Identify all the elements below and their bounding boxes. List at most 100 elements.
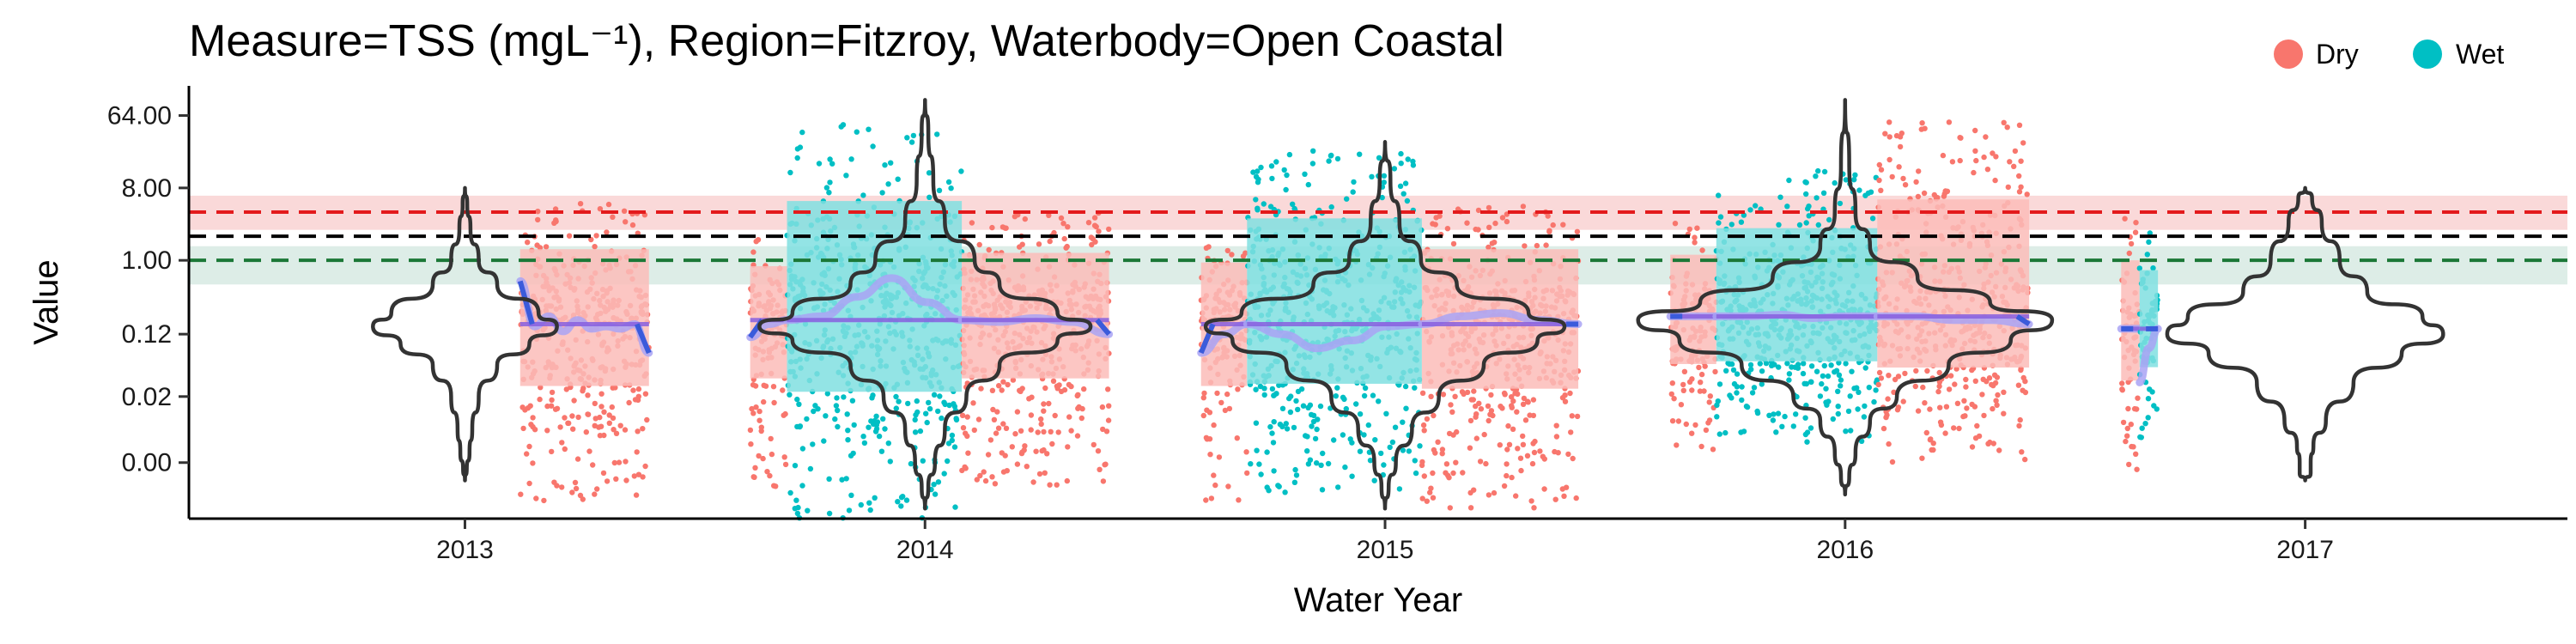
data-point — [1546, 228, 1552, 234]
data-point — [1477, 459, 1484, 465]
data-point — [1236, 497, 1242, 503]
data-point — [1292, 466, 1298, 473]
data-point — [1509, 394, 1515, 400]
data-point — [518, 491, 524, 497]
data-point — [2119, 386, 2125, 392]
data-point — [936, 187, 943, 193]
data-point — [1279, 405, 1286, 411]
data-point — [1843, 428, 1849, 434]
data-point — [1984, 167, 1991, 173]
data-point — [1916, 168, 1922, 174]
data-point — [1009, 444, 1016, 450]
data-point — [2122, 216, 2128, 222]
data-point — [1942, 430, 1948, 436]
data-point — [1216, 454, 1223, 460]
data-point — [1858, 438, 1865, 444]
data-point — [1815, 167, 1821, 174]
data-point — [1680, 381, 1686, 388]
data-point — [1902, 182, 1909, 188]
data-point — [2145, 415, 2151, 421]
data-point — [826, 190, 832, 196]
data-point — [1805, 205, 1811, 212]
data-point — [1421, 428, 1427, 434]
data-point — [1444, 226, 1451, 232]
data-point — [1342, 464, 1348, 471]
data-point — [873, 426, 880, 432]
data-point — [1784, 204, 1790, 210]
data-point — [1969, 444, 1976, 450]
data-point — [1253, 420, 1260, 426]
data-point — [592, 416, 598, 422]
data-point — [799, 483, 805, 489]
data-point — [565, 420, 571, 426]
data-point — [1832, 179, 1838, 186]
data-point — [999, 387, 1005, 393]
data-point — [1435, 439, 1441, 445]
legend-item-wet[interactable]: Wet — [2413, 39, 2504, 70]
data-point — [758, 428, 764, 434]
data-point — [1047, 482, 1053, 488]
data-point — [1843, 361, 1849, 367]
data-point — [1897, 143, 1904, 150]
data-point — [945, 179, 952, 185]
data-point — [1928, 436, 1934, 442]
data-point — [1694, 225, 1700, 231]
data-point — [1969, 401, 1975, 408]
data-point — [1214, 390, 1220, 397]
data-point — [1340, 432, 1346, 438]
data-point — [1814, 368, 1820, 374]
data-point — [609, 404, 615, 410]
data-point — [1389, 439, 1396, 446]
data-point — [910, 132, 917, 139]
data-point — [1896, 164, 1902, 170]
data-point — [1485, 403, 1492, 410]
data-point — [1250, 169, 1256, 175]
data-point — [1017, 244, 1023, 250]
data-point — [1889, 459, 1896, 465]
data-point — [1074, 433, 1081, 439]
data-point — [1424, 498, 1431, 504]
season-band — [2121, 260, 2140, 381]
data-point — [1312, 435, 1319, 442]
data-point — [525, 240, 531, 246]
data-point — [1398, 161, 1404, 167]
data-point — [1520, 204, 1527, 210]
data-point — [1730, 367, 1737, 374]
data-point — [1520, 433, 1526, 440]
data-point — [1940, 152, 1947, 159]
data-point — [1400, 191, 1406, 197]
data-point — [1912, 383, 1918, 390]
data-point — [1902, 370, 1908, 377]
legend-item-dry[interactable]: Dry — [2274, 39, 2359, 70]
data-point — [1291, 424, 1297, 431]
data-point — [1430, 470, 1436, 477]
data-point — [1334, 385, 1340, 391]
data-point — [1692, 234, 1698, 240]
data-point — [1947, 373, 1954, 379]
data-point — [1325, 460, 1332, 467]
data-point — [1996, 447, 2002, 453]
data-point — [1515, 391, 1521, 398]
data-point — [1837, 200, 1844, 207]
y-ticks: 0.00 0.02 0.12 1.00 8.00 64.00 — [107, 102, 189, 477]
data-point — [964, 414, 970, 420]
data-point — [1064, 477, 1071, 484]
data-point — [1256, 461, 1262, 467]
data-point — [1734, 384, 1741, 390]
data-point — [1515, 446, 1521, 452]
data-point — [1671, 396, 1677, 402]
data-point — [923, 410, 929, 416]
data-point — [1749, 390, 1756, 396]
data-point — [1961, 398, 1967, 404]
data-point — [1036, 471, 1043, 477]
data-point — [2133, 220, 2139, 226]
data-point — [1734, 390, 1740, 396]
data-point — [1514, 409, 1520, 415]
data-point — [1406, 448, 1413, 454]
data-point — [1698, 371, 1705, 378]
data-point — [1972, 378, 1978, 384]
data-point — [2001, 119, 2007, 125]
data-point — [1305, 461, 1312, 467]
smooth-line — [2136, 325, 2162, 386]
data-point — [1428, 485, 1434, 491]
